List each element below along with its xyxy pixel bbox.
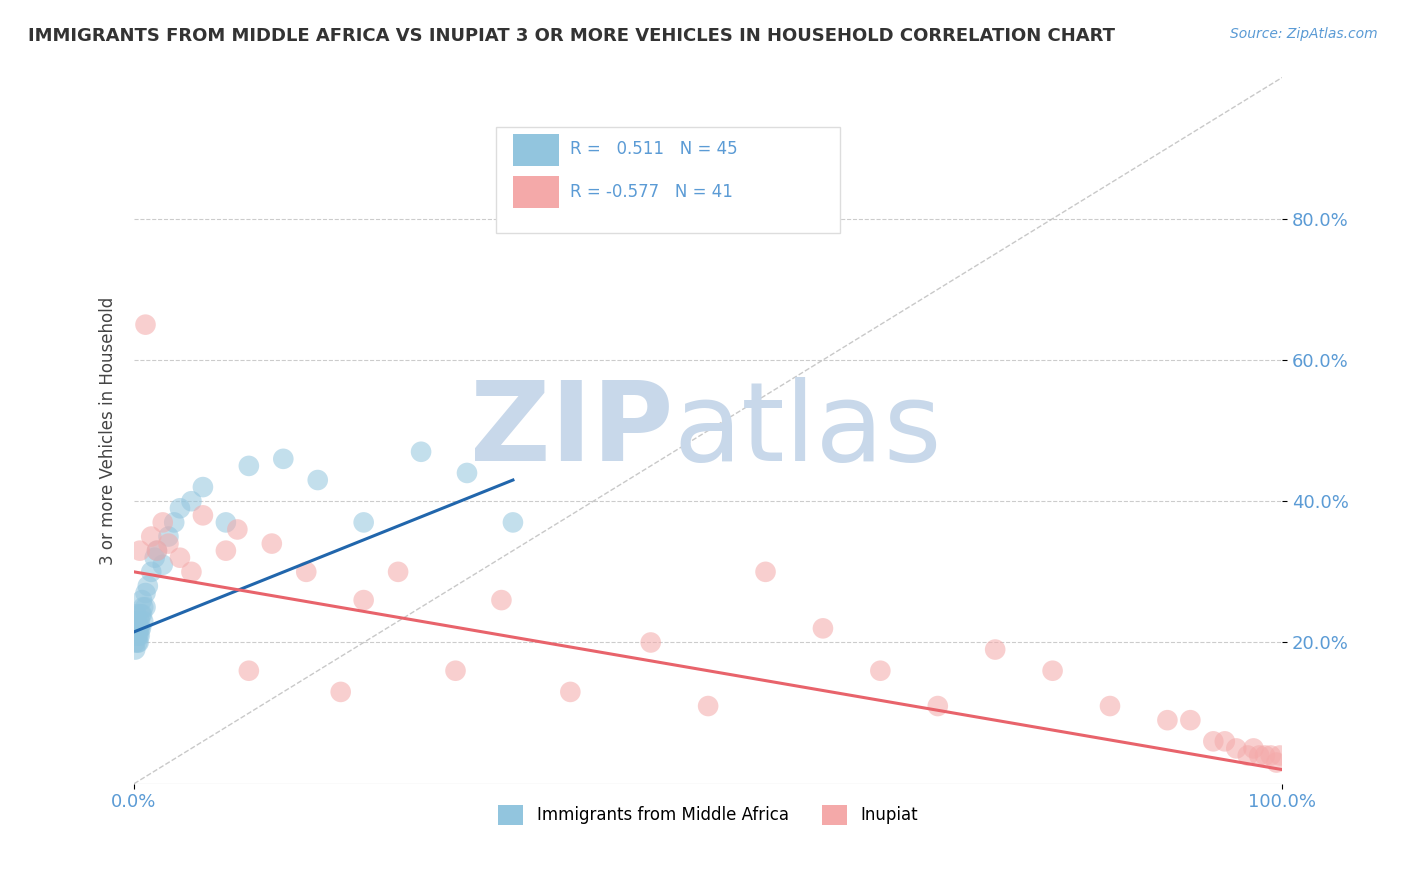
Point [984,642,1007,657]
Point [128,621,150,635]
Point [1268,748,1291,763]
Point [125,615,148,629]
Text: Source: ZipAtlas.com: Source: ZipAtlas.com [1230,27,1378,41]
Point [307,473,329,487]
Point [157,536,180,550]
Point [125,621,148,635]
Point [127,615,149,629]
Point [260,536,283,550]
Point [129,621,152,635]
Text: R =   0.511   N = 45: R = 0.511 N = 45 [571,140,738,159]
Text: IMMIGRANTS FROM MIDDLE AFRICA VS INUPIAT 3 OR MORE VEHICLES IN HOUSEHOLD CORRELA: IMMIGRANTS FROM MIDDLE AFRICA VS INUPIAT… [28,27,1115,45]
Point [134,586,156,600]
Y-axis label: 3 or more Vehicles in Household: 3 or more Vehicles in Household [100,296,117,565]
Point [1180,713,1202,727]
Point [1236,748,1258,763]
Point [226,523,249,537]
Point [125,628,148,642]
Point [1213,734,1236,748]
Point [387,565,409,579]
Point [329,685,352,699]
Point [146,543,169,558]
Point [640,635,662,649]
Point [127,621,149,635]
Point [141,565,163,579]
Point [141,529,163,543]
Point [191,508,214,523]
Point [353,593,375,607]
Point [127,628,149,642]
Point [163,516,186,530]
Point [132,615,155,629]
Point [128,621,150,635]
Point [1249,748,1271,763]
Point [1260,748,1282,763]
Point [128,628,150,642]
Point [491,593,513,607]
Point [1254,748,1277,763]
Point [124,628,146,642]
Point [152,558,174,572]
Point [136,579,159,593]
Point [560,685,582,699]
Point [1225,741,1247,756]
Point [754,565,776,579]
FancyBboxPatch shape [513,134,558,166]
Point [1202,734,1225,748]
Point [152,516,174,530]
Point [238,458,260,473]
Point [353,516,375,530]
Point [869,664,891,678]
Point [131,593,153,607]
Point [1042,664,1064,678]
Point [131,607,153,622]
Text: atlas: atlas [673,377,942,484]
Point [132,600,155,615]
Point [271,451,294,466]
FancyBboxPatch shape [513,177,558,208]
Point [146,543,169,558]
Point [128,628,150,642]
Point [128,635,150,649]
Point [502,516,524,530]
Point [180,565,202,579]
Point [1098,699,1121,714]
Point [128,543,150,558]
Point [295,565,318,579]
Point [191,480,214,494]
Point [124,615,146,629]
Point [169,501,191,516]
Point [124,635,146,649]
Point [134,600,156,615]
FancyBboxPatch shape [496,127,841,233]
Legend: Immigrants from Middle Africa, Inupiat: Immigrants from Middle Africa, Inupiat [498,805,918,825]
Point [238,664,260,678]
Point [143,550,166,565]
Point [811,621,834,635]
Point [1243,741,1265,756]
Point [129,607,152,622]
Point [697,699,720,714]
Point [444,664,467,678]
Text: ZIP: ZIP [470,377,673,484]
Point [124,621,146,635]
Point [169,550,191,565]
Point [124,642,146,657]
Point [456,466,478,480]
Point [127,635,149,649]
Point [134,318,156,332]
Point [409,444,432,458]
Point [180,494,202,508]
Point [215,543,238,558]
Point [157,529,180,543]
Point [125,607,148,622]
Point [215,516,238,530]
Point [1265,756,1288,770]
Point [927,699,949,714]
Point [128,615,150,629]
Point [1156,713,1178,727]
Text: R = -0.577   N = 41: R = -0.577 N = 41 [571,183,733,201]
